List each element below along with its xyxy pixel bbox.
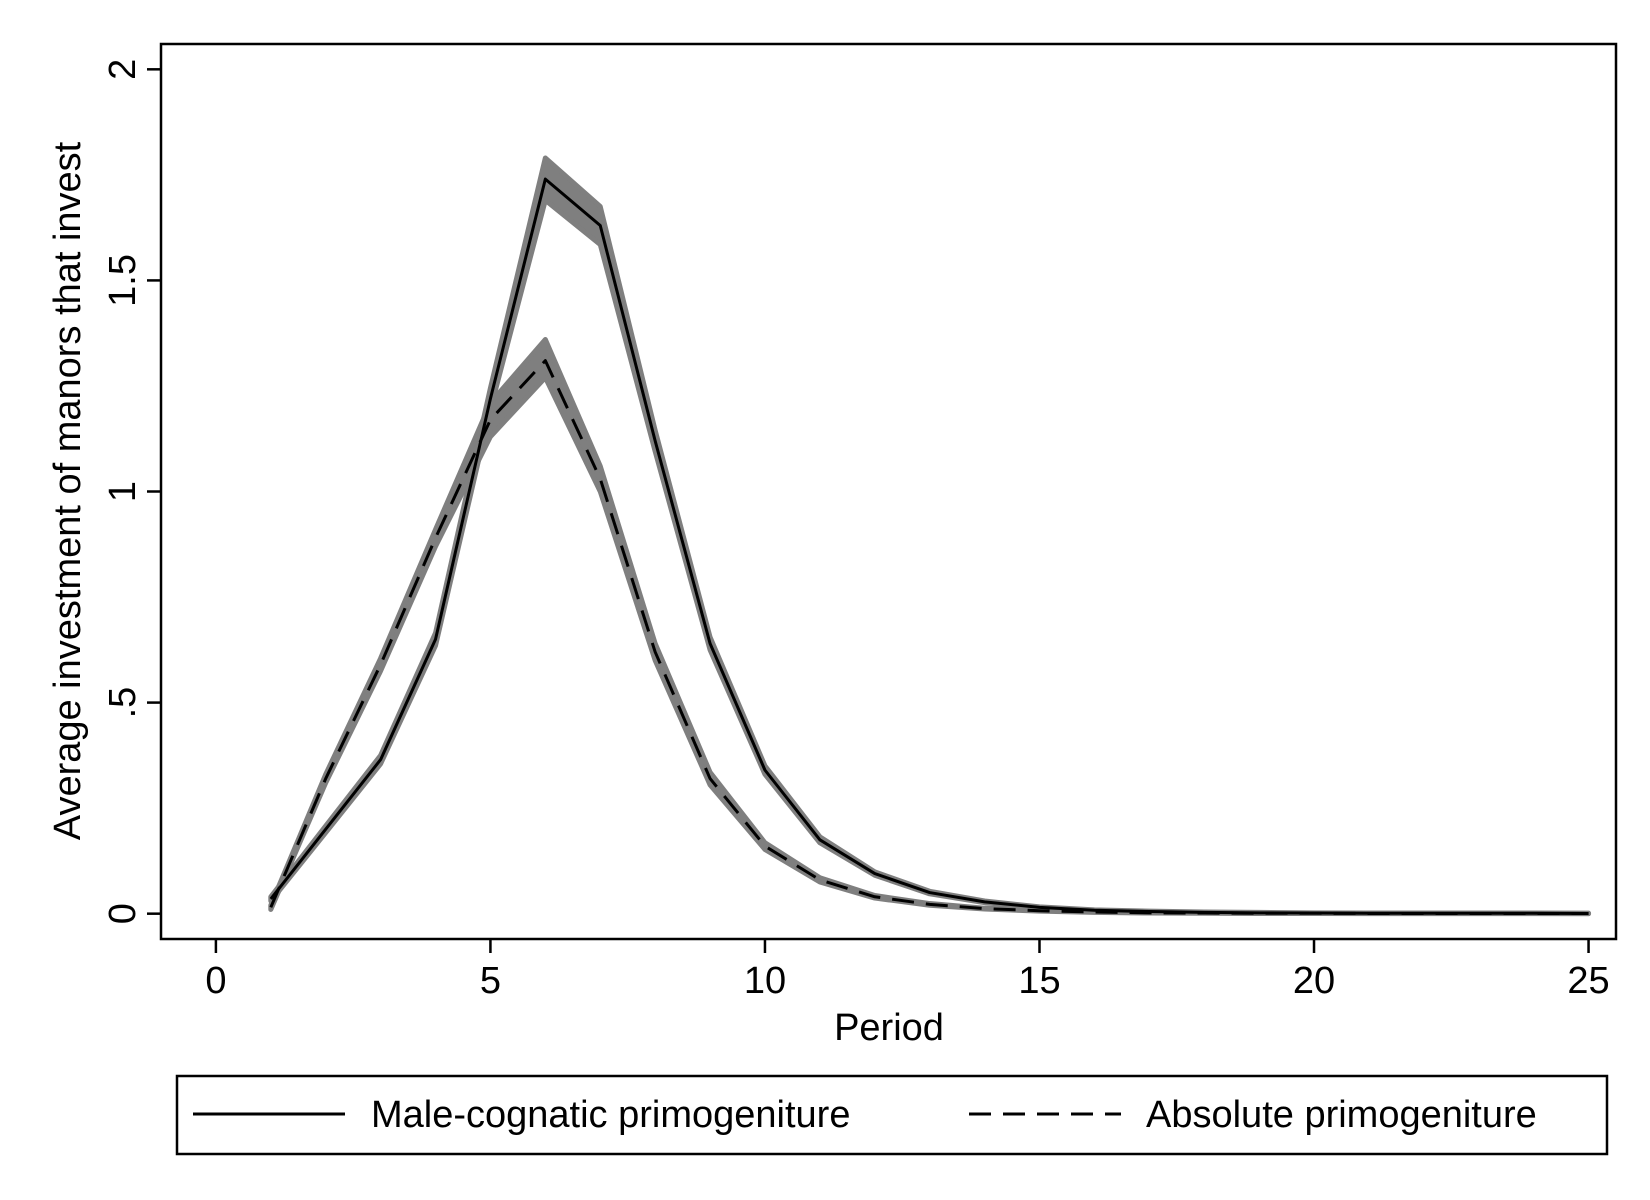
y-tick-label: 1 <box>102 481 144 502</box>
y-tick-label: 1.5 <box>102 254 144 307</box>
x-axis-title: Period <box>834 1007 944 1049</box>
x-tick-label: 15 <box>1018 960 1060 1002</box>
x-axis: 0 5 10 15 20 25 <box>205 939 1610 1002</box>
x-tick-label: 25 <box>1567 960 1609 1002</box>
x-tick-label: 5 <box>480 960 501 1002</box>
y-axis-title: Average investment of manors that invest <box>47 141 89 840</box>
legend-box <box>175 1074 1609 1156</box>
y-tick-label: 2 <box>102 59 144 80</box>
y-axis: 0 .5 1 1.5 2 <box>102 59 161 924</box>
series-lines <box>269 177 1589 915</box>
y-tick-label: 0 <box>102 903 144 924</box>
y-tick-label: .5 <box>102 687 144 719</box>
legend-label-male-cognatic: Male-cognatic primogeniture <box>371 1094 850 1136</box>
x-tick-label: 10 <box>744 960 786 1002</box>
x-tick-label: 0 <box>205 960 226 1002</box>
series-line-absolute <box>269 359 1589 915</box>
legend-label-absolute: Absolute primogeniture <box>1146 1094 1537 1136</box>
legend: Male-cognatic primogeniture Absolute pri… <box>175 1074 1609 1156</box>
x-tick-label: 20 <box>1293 960 1335 1002</box>
